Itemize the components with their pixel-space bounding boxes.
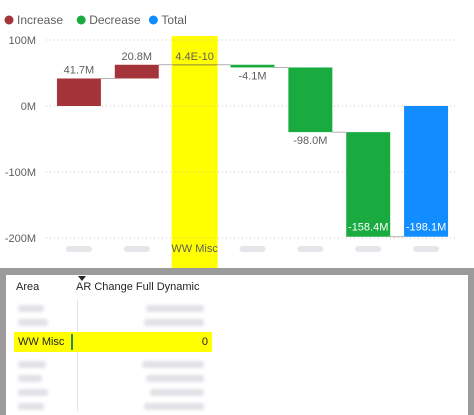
blurred-area-cell xyxy=(18,403,44,410)
table-row[interactable] xyxy=(6,371,211,385)
data-bar xyxy=(71,334,73,350)
waterfall-bar xyxy=(404,106,449,237)
legend-marker xyxy=(148,15,158,25)
blurred-value-cell xyxy=(144,403,204,410)
data-label: -98.0M xyxy=(293,135,327,147)
legend-marker xyxy=(4,15,14,25)
y-tick-label: 100M xyxy=(8,35,36,47)
blurred-x-tick-label xyxy=(239,246,266,252)
data-label: 4.4E-10 xyxy=(175,51,214,63)
data-label: 41.7M xyxy=(64,64,95,76)
x-tick-label: WW Misc xyxy=(171,243,218,255)
data-label: 20.8M xyxy=(121,51,152,63)
waterfall-bar xyxy=(346,132,391,237)
blurred-value-cell xyxy=(142,361,204,368)
blurred-area-cell xyxy=(18,319,48,326)
column-header-area[interactable]: Area xyxy=(16,281,40,293)
blurred-area-cell xyxy=(18,375,42,382)
blurred-area-cell xyxy=(18,361,46,368)
data-label: -198.1M xyxy=(406,222,446,234)
value-cell: 0 xyxy=(201,336,208,348)
column-header-value-label: AR Change Full Dynamic xyxy=(76,281,200,293)
table-row-highlighted[interactable]: WW Misc 0 xyxy=(14,332,212,352)
data-table: Area AR Change Full Dynamic WW Misc 0 xyxy=(6,275,468,415)
waterfall-bar xyxy=(230,64,275,68)
table-row[interactable] xyxy=(6,315,211,329)
legend-label: Total xyxy=(161,13,186,27)
legend-label: Decrease xyxy=(89,13,141,27)
waterfall-bar xyxy=(114,64,159,79)
blurred-area-cell xyxy=(18,389,48,396)
table-row[interactable] xyxy=(6,385,211,399)
blurred-x-tick-label xyxy=(65,246,92,252)
data-label: -158.4M xyxy=(348,222,388,234)
column-separator xyxy=(77,299,78,411)
blurred-x-tick-label xyxy=(123,246,150,252)
panel-divider xyxy=(0,268,474,275)
highlight-column xyxy=(171,36,218,268)
blurred-x-tick-label xyxy=(355,246,382,252)
waterfall-bar xyxy=(288,67,333,133)
legend-marker xyxy=(76,15,86,25)
table-row[interactable] xyxy=(6,357,211,371)
blurred-value-cell xyxy=(146,305,204,312)
blurred-value-cell xyxy=(144,319,204,326)
blurred-value-cell xyxy=(146,375,204,382)
blurred-x-tick-label xyxy=(297,246,324,252)
table-row[interactable] xyxy=(6,301,211,315)
y-tick-label: -100M xyxy=(5,167,36,179)
sort-descending-icon xyxy=(78,276,86,281)
table-border-left xyxy=(0,275,6,415)
y-tick-label: -200M xyxy=(5,233,36,245)
data-label: -4.1M xyxy=(238,70,266,82)
table-border-right xyxy=(468,275,474,415)
waterfall-chart: Increase Decrease Total 100M 0M -100M -200M 41.… xyxy=(4,13,455,268)
y-tick-label: 0M xyxy=(21,101,36,113)
chart-canvas: Increase Decrease Total 100M 0M -100M -200M 41.… xyxy=(4,13,455,268)
column-header-value[interactable]: AR Change Full Dynamic xyxy=(76,276,200,293)
blurred-area-cell xyxy=(18,305,44,312)
blurred-value-cell xyxy=(150,389,204,396)
legend-label: Increase xyxy=(17,13,63,27)
blurred-x-tick-label xyxy=(413,246,440,252)
area-cell: WW Misc xyxy=(18,336,65,348)
table-row[interactable] xyxy=(6,399,211,413)
waterfall-bar xyxy=(56,78,101,106)
